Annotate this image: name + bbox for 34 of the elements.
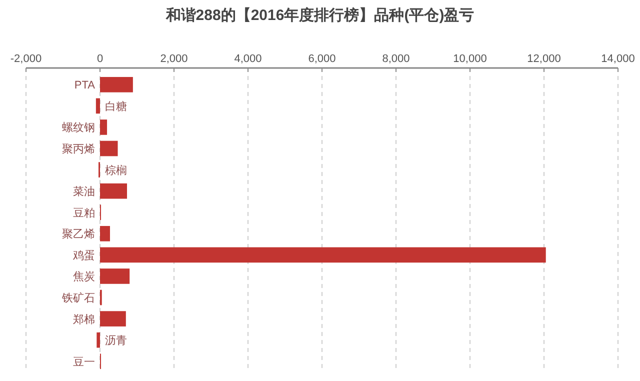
bar bbox=[96, 332, 100, 348]
y-tick-label: 豆粕 bbox=[73, 207, 95, 220]
bar bbox=[100, 268, 130, 284]
y-tick-label: PTA bbox=[74, 80, 96, 92]
x-tick-label: 0 bbox=[96, 53, 104, 65]
y-tick-label: 螺纹钢 bbox=[62, 121, 95, 134]
bar bbox=[100, 247, 546, 263]
y-tick-label: 棕榈 bbox=[105, 164, 127, 177]
bar bbox=[100, 183, 128, 199]
x-tick-label: -2,000 bbox=[10, 53, 42, 65]
x-tick-label: 4,000 bbox=[234, 53, 262, 65]
x-tick-label: 8,000 bbox=[382, 53, 410, 65]
x-tick-label: 6,000 bbox=[308, 53, 336, 65]
y-tick-label: 聚丙烯 bbox=[62, 142, 95, 156]
bar bbox=[100, 140, 118, 156]
x-tick-label: 14,000 bbox=[601, 53, 635, 65]
x-tick-label: 2,000 bbox=[160, 53, 188, 65]
bar bbox=[100, 311, 126, 326]
y-tick-label: 焦炭 bbox=[73, 270, 95, 284]
bar bbox=[96, 98, 100, 114]
bar bbox=[100, 76, 133, 92]
y-tick-label: 白糖 bbox=[105, 100, 127, 113]
x-tick-label: 10,000 bbox=[453, 53, 487, 65]
y-tick-label: 鸡蛋 bbox=[72, 250, 95, 262]
bar bbox=[100, 120, 108, 135]
y-tick-label: 沥青 bbox=[105, 334, 127, 348]
y-tick-label: 郑棉 bbox=[73, 314, 95, 326]
y-tick-label: 铁矿石 bbox=[61, 292, 95, 304]
y-tick-label: 聚乙烯 bbox=[62, 228, 95, 241]
y-tick-label: 豆一 bbox=[73, 356, 95, 368]
y-tick-label: 菜油 bbox=[73, 185, 95, 198]
bar bbox=[100, 226, 110, 242]
chart-title: 和谐288的【2016年度排行榜】品种(平仓)盈亏 bbox=[164, 6, 474, 24]
x-tick-label: 12,000 bbox=[527, 53, 561, 65]
